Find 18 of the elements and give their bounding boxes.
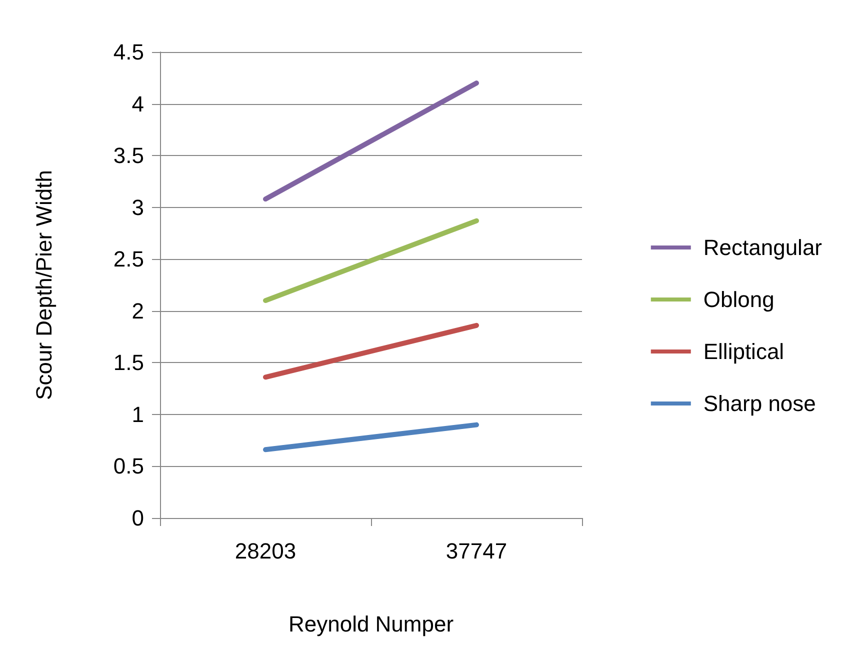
x-axis-title: Reynold Numper [288,612,454,636]
y-tick-label: 0.5 [113,454,144,479]
y-tick-label: 0 [132,506,144,530]
legend-label: Oblong [703,287,774,312]
x-tick-label: 37747 [446,538,508,564]
y-tick-label: 1 [132,402,144,427]
legend-label: Elliptical [703,339,784,364]
y-tick-label: 2 [132,298,144,324]
legend-label: Rectangular [703,235,822,260]
y-tick-label: 2.5 [113,246,144,272]
y-axis-title: Scour Depth/Pier Width [32,170,56,400]
legend-label: Sharp nose [703,391,816,416]
y-tick-label: 3 [132,194,144,220]
y-tick-label: 1.5 [113,350,144,376]
x-tick-label: 28203 [234,538,296,564]
y-tick-label: 4.5 [113,40,144,64]
y-tick-label: 3.5 [113,143,144,168]
y-tick-label: 4 [132,91,144,116]
